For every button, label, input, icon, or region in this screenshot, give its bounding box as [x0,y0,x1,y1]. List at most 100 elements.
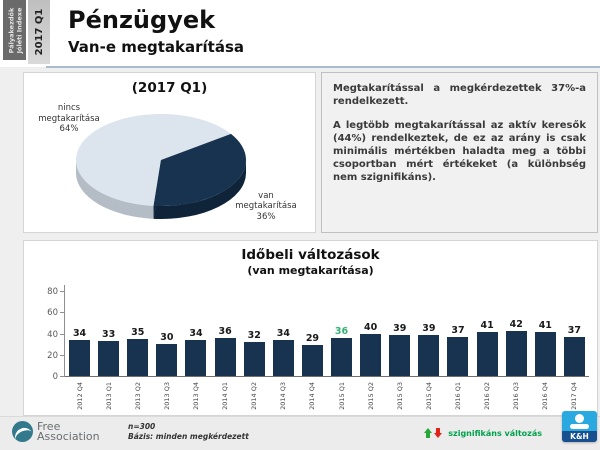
bar-value-label: 37 [567,324,582,336]
pie-label-pct: 64% [59,124,79,134]
y-tick-label: 60 [47,308,58,319]
bar-value-label: 37 [451,324,465,336]
summary-paragraph-1: Megtakarítással a megkérdezettek 37%-a r… [333,83,586,107]
bar-chart-area: 0 20 40 60 80 34 33 35 30 34 36 32 34 29 36 40 39 39 37 41… [38,285,589,413]
sample-basis: Bázis: minden megkérdezett [128,432,249,441]
bar-value-label: 34 [276,327,290,339]
bar-column: 36 [211,284,240,376]
bar-column: 35 [123,284,152,376]
free-association-logo-icon [12,421,33,442]
y-axis: 0 20 40 60 80 [38,285,65,382]
pie-label-text: megtakarítása [38,113,100,124]
x-axis-label: 2015 Q1 [337,382,346,410]
x-axis-label: 2017 Q4 [570,382,579,410]
bar-column: 34 [65,284,94,376]
pie-slice-van-megtakarítása [153,133,247,207]
pie-label-has-savings: van megtakarítása 36% [219,191,313,223]
bar [447,336,469,376]
quarter-badge: 2017 Q1 [28,0,50,64]
bar-column: 42 [502,284,531,376]
bar [185,339,207,376]
index-name-badge: Pályakezdők Jóléti Indexe [3,0,26,60]
bar-chart-panel: Időbeli változások (van megtakarítása) 0… [23,240,598,416]
free-association-logo-text: Free Association [37,419,100,442]
pie-label-text: megtakarítása [235,201,297,211]
bar-column: 36 [327,284,356,376]
y-tick-mark [60,333,64,335]
x-axis-label: 2013 Q1 [104,382,113,410]
bar-value-label: 39 [422,322,436,334]
sample-note: n=300 Bázis: minden megkérdezett [128,422,249,442]
legend-label: szignifikáns változás [448,428,542,438]
x-axis-label: 2016 Q2 [483,382,492,410]
x-axis-label: 2015 Q2 [366,382,375,410]
y-tick-mark [60,312,64,314]
bar-chart-title: Időbeli változások [241,247,380,263]
pie-label-no-savings: nincs megtakarítása 64% [24,103,114,135]
bar-column: 34 [181,284,210,376]
bar-column: 40 [356,284,385,376]
y-tick-mark [60,291,64,292]
y-tick-label: 0 [52,372,58,382]
bar-value-label: 36 [334,325,349,337]
bar-column: 37 [443,284,472,376]
pie-chart-panel: (2017 Q1) nincs megtakarítása 64% van me… [23,72,316,233]
bar [418,334,440,376]
bar-column: 37 [560,284,589,376]
index-name-label: Pályakezdők Jóléti Indexe [6,7,23,53]
quarter-label: 2017 Q1 [33,8,45,56]
pie-slice-side [153,160,246,219]
bar-value-label: 34 [189,327,203,339]
summary-text-box: Megtakarítással a megkérdezettek 37%-a r… [321,72,598,233]
significance-legend: szignifikáns változás [424,428,542,438]
bar [389,334,411,376]
bar [301,345,323,376]
bar [360,333,382,376]
bar [534,332,556,376]
bar-value-label: 40 [364,321,378,333]
x-axis-label: 2013 Q3 [162,382,171,410]
x-axis-label: 2015 Q4 [424,382,433,410]
down-arrow-icon [434,428,443,438]
x-axis-label: 2013 Q4 [191,382,200,410]
sample-size: n=300 [128,422,156,431]
x-axis-label: 2014 Q3 [279,382,288,410]
bar-column: 41 [473,284,502,376]
bar-plot: 34 33 35 30 34 36 32 34 29 36 40 39 39 37 41 42 41 37 [65,284,589,377]
y-tick-label: 40 [47,329,58,340]
y-tick-label: 20 [47,350,58,361]
bar-value-label: 41 [538,320,552,332]
bar-column: 41 [531,284,560,376]
up-arrow-icon [424,428,433,438]
bar-value-label: 41 [480,320,494,332]
pie-slice-nincs-megtakarítása [76,114,231,206]
bar [272,339,294,376]
bar-column: 30 [152,284,181,376]
bar-value-label: 30 [160,332,174,344]
header: Pályakezdők Jóléti Indexe 2017 Q1 Pénzüg… [0,0,600,67]
pie-label-pct: 36% [256,211,276,222]
x-axis-label: 2016 Q1 [453,382,462,410]
bar [214,337,236,376]
bar-value-label: 42 [509,319,523,331]
bar-value-label: 33 [102,328,116,340]
bar-chart-subtitle: (van megtakarítása) [247,264,374,277]
y-tick-mark [60,376,64,377]
x-axis-label: 2014 Q2 [250,382,259,410]
pie-label-text: nincs [57,103,81,113]
pie-chart-title: (2017 Q1) [131,80,208,96]
header-divider [46,66,600,68]
summary-paragraph-2: A legtöbb megtakarítással az aktív keres… [333,120,586,183]
page-title: Pénzügyek [68,6,216,34]
bar-column: 39 [414,284,443,376]
x-axis-label: 2014 Q4 [308,382,317,410]
bar [563,336,585,376]
bar [476,332,498,376]
y-tick-label: 80 [47,287,58,297]
bar-value-label: 29 [305,333,320,345]
bar [156,344,178,376]
bar [127,338,149,376]
bar-value-label: 35 [131,326,145,338]
logo-line-1: Free [37,419,61,433]
pie-label-text: van [258,190,274,201]
